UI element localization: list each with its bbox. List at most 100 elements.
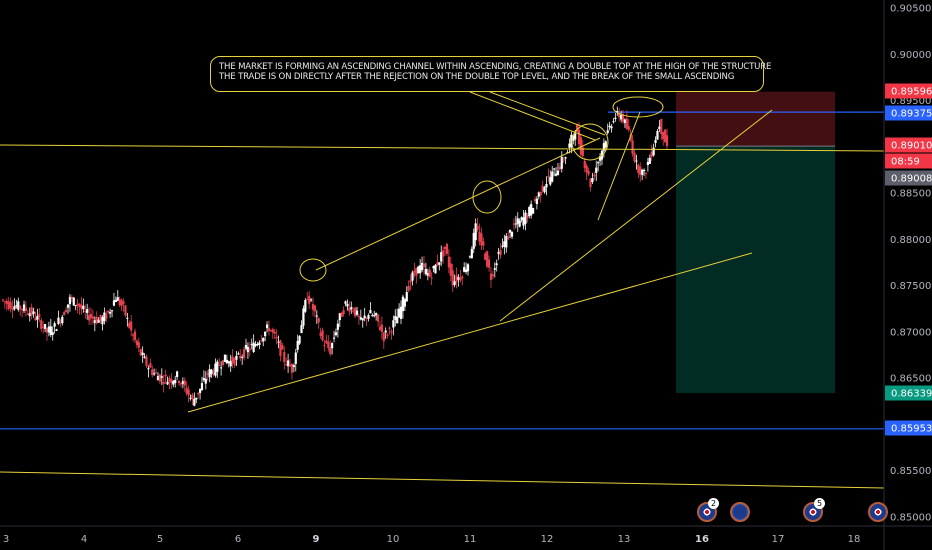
candle-body — [210, 369, 213, 375]
candle-body — [501, 245, 504, 247]
candle-body — [595, 167, 598, 173]
candle-body — [564, 157, 567, 159]
candle-body — [497, 251, 500, 254]
candle-body — [380, 324, 383, 332]
candle-body — [277, 341, 280, 343]
candle-body — [17, 301, 20, 310]
candle-body — [620, 115, 623, 120]
candle-body — [390, 331, 393, 333]
candle-body — [495, 263, 498, 265]
candle-body — [220, 367, 223, 369]
price-tick-label: 0.87500 — [890, 281, 931, 292]
candle-body — [426, 273, 429, 276]
candle-body — [371, 315, 374, 317]
candle-body — [30, 307, 33, 316]
candle-body — [411, 272, 414, 281]
candle-body — [428, 269, 431, 277]
candle-body — [478, 231, 481, 242]
candle-body — [463, 267, 466, 272]
horizontal-lines — [0, 111, 884, 430]
time-tick-label: 10 — [387, 534, 400, 545]
candle-body — [570, 134, 573, 148]
candle-body — [464, 269, 468, 272]
event-flag-icon[interactable] — [730, 502, 750, 522]
candle-body — [319, 332, 322, 336]
candle-body — [445, 244, 449, 254]
candle-body — [348, 307, 351, 312]
price-tag-bg — [885, 83, 932, 99]
candle-body — [47, 326, 50, 333]
candle-body — [551, 171, 554, 182]
candle-body — [185, 387, 188, 394]
candle-body — [352, 310, 355, 312]
candle-body — [172, 381, 175, 385]
price-tag-label: 08:59 — [891, 157, 920, 168]
candle-body — [103, 312, 106, 322]
annotation-text-box[interactable]: THE MARKET IS FORMING AN ASCENDING CHANN… — [210, 56, 771, 92]
candle-body — [549, 177, 552, 185]
candle-body — [296, 340, 299, 350]
candle-body — [489, 273, 493, 280]
candle-body — [487, 259, 491, 268]
time-tick-label: 9 — [313, 534, 320, 545]
candle-body — [101, 317, 104, 325]
candle-body — [579, 137, 583, 155]
event-flag-icon[interactable] — [868, 502, 888, 522]
candle-body — [107, 310, 110, 313]
candle-body — [99, 315, 102, 321]
price-tick-label: 0.90500 — [890, 4, 931, 15]
time-tick-label: 12 — [541, 534, 554, 545]
candle-body — [438, 262, 441, 265]
candle-body — [424, 269, 428, 274]
candle-body — [139, 349, 142, 356]
candle-body — [279, 340, 282, 356]
candle-body — [660, 118, 663, 135]
candle-body — [183, 380, 186, 386]
candle-body — [151, 369, 154, 376]
candle-body — [608, 125, 611, 128]
candle-body — [405, 292, 408, 302]
candle-body — [518, 220, 521, 227]
candle-body — [72, 297, 75, 306]
candle-body — [537, 192, 540, 197]
candle-body — [587, 170, 590, 175]
trendline-5 — [597, 111, 641, 221]
candle-body — [472, 232, 475, 249]
candle-body — [623, 119, 627, 123]
candle-body — [610, 126, 613, 129]
candle-body — [126, 317, 129, 319]
time-axis: 3 4 5 6 9 10 11 12 13 16 17 18 — [0, 525, 932, 545]
candle-body — [290, 364, 294, 373]
price-tag-label: 0.89010 — [891, 141, 932, 152]
candle-body — [308, 295, 311, 304]
candle-body — [480, 233, 483, 246]
candle-body — [361, 318, 364, 321]
candle-body — [461, 276, 464, 279]
candle-body — [42, 326, 45, 328]
candle-body — [5, 300, 8, 304]
candle-body — [15, 305, 18, 307]
candle-body — [612, 121, 615, 123]
candle-body — [40, 320, 43, 329]
candle-body — [191, 394, 194, 400]
candle-body — [288, 364, 292, 367]
candle-body — [122, 301, 125, 304]
candle-body — [181, 381, 184, 384]
candle-body — [635, 160, 638, 162]
candle-body — [36, 315, 39, 320]
candle-body — [311, 304, 315, 310]
candle-body — [419, 265, 422, 274]
candle-body — [227, 361, 230, 364]
candle-body — [468, 256, 472, 258]
candle-body — [254, 344, 257, 347]
candle-body — [248, 348, 251, 351]
candle-body — [95, 316, 98, 324]
candle-body — [193, 398, 196, 406]
candle-body — [430, 277, 433, 279]
candle-body — [466, 264, 470, 272]
candle-body — [386, 334, 389, 336]
candle-body — [376, 314, 380, 322]
candle-body — [93, 320, 96, 324]
